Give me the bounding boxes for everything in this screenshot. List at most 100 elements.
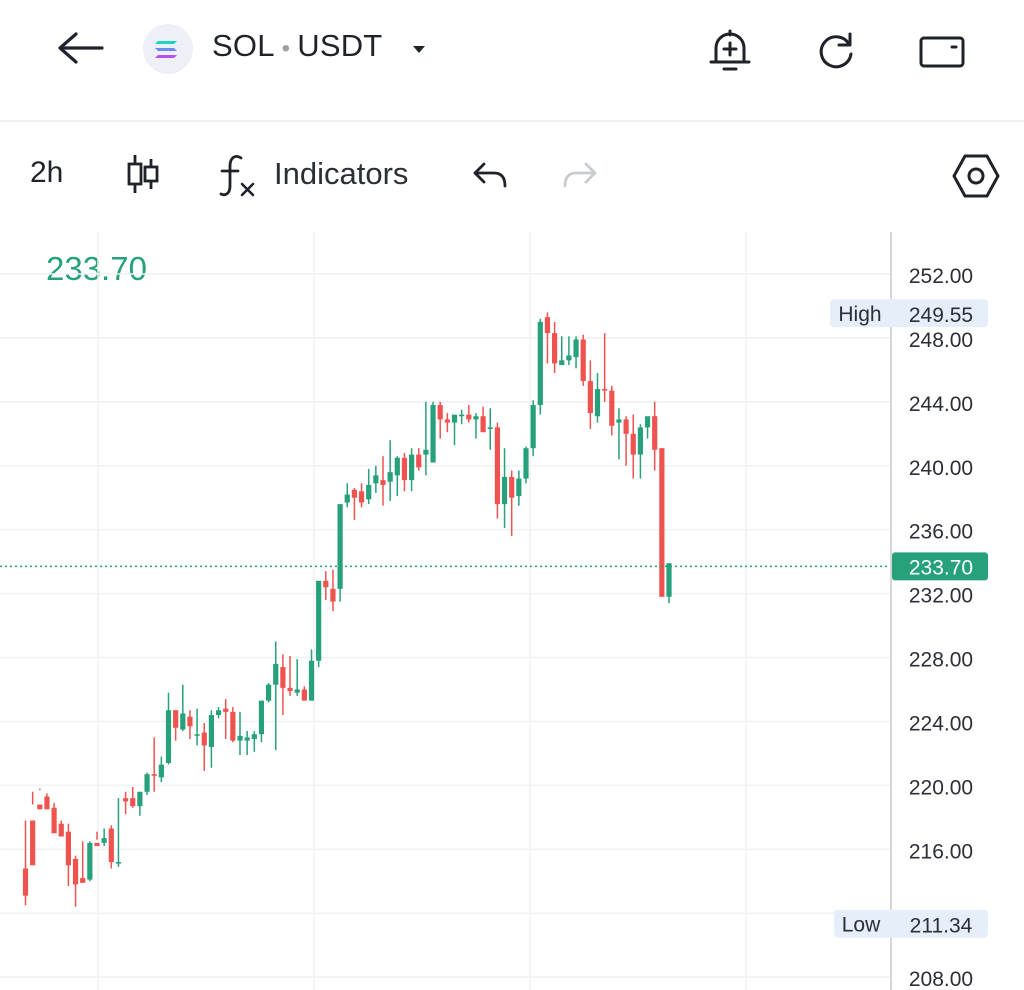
candle-body bbox=[123, 798, 129, 802]
y-axis-tick-label: 220.00 bbox=[909, 776, 973, 799]
function-fx-icon[interactable] bbox=[216, 152, 258, 198]
candle-body bbox=[201, 732, 207, 746]
candle-body bbox=[487, 427, 493, 430]
candle-body bbox=[251, 734, 257, 740]
candle-body bbox=[51, 807, 57, 834]
pair-separator: • bbox=[281, 35, 291, 62]
low-value: 211.34 bbox=[910, 915, 973, 938]
candle-body bbox=[394, 457, 400, 476]
candlestick-icon[interactable] bbox=[122, 152, 162, 196]
candle-body bbox=[451, 414, 458, 423]
candle-body bbox=[552, 333, 558, 364]
candlestick-chart[interactable]: 252.00 248.00 244.00 240.00 236.00 232.00 228.… bbox=[0, 232, 1024, 990]
candle-body bbox=[666, 563, 672, 597]
candle-body bbox=[44, 796, 50, 810]
candle-body bbox=[659, 448, 665, 597]
indicators-button[interactable]: Indicators bbox=[274, 156, 409, 191]
candle-body bbox=[58, 823, 64, 837]
candle-body bbox=[287, 687, 293, 692]
candle-body bbox=[652, 416, 658, 450]
candle-body bbox=[208, 715, 214, 748]
candle-body bbox=[566, 355, 572, 361]
caret-down-icon[interactable] bbox=[408, 38, 430, 60]
candle-body bbox=[194, 734, 200, 736]
y-axis-tick-label: 240.00 bbox=[909, 457, 973, 480]
candle-body bbox=[37, 804, 43, 810]
candle-body bbox=[594, 389, 601, 417]
candle-body bbox=[373, 475, 379, 484]
candle-body bbox=[301, 689, 307, 701]
candle-body bbox=[101, 838, 107, 843]
candle-body bbox=[430, 405, 436, 463]
low-label: Low bbox=[842, 914, 881, 937]
high-label: High bbox=[838, 303, 881, 326]
candle-body bbox=[273, 663, 279, 685]
candle-body bbox=[237, 735, 243, 741]
candle-body bbox=[65, 831, 71, 866]
candle-body bbox=[72, 858, 79, 885]
candle-body bbox=[80, 878, 86, 883]
alarm-add-icon[interactable] bbox=[702, 24, 758, 80]
wallet-icon[interactable] bbox=[914, 24, 970, 80]
y-axis-tick-label: 248.00 bbox=[909, 329, 973, 352]
candle-body bbox=[473, 416, 479, 420]
interval-selector[interactable]: 2h bbox=[30, 156, 64, 189]
candle-body bbox=[344, 494, 350, 503]
candle-body bbox=[466, 414, 472, 420]
candle-body bbox=[501, 476, 508, 505]
candle-body bbox=[401, 457, 408, 481]
candle-body bbox=[294, 689, 300, 693]
candle-body bbox=[444, 419, 450, 423]
trading-pair-selector[interactable]: SOL • USDT bbox=[212, 28, 382, 64]
y-axis-tick-label: 252.00 bbox=[909, 265, 973, 288]
y-axis-tick-label: 236.00 bbox=[909, 521, 973, 544]
candle-body bbox=[244, 737, 250, 741]
candle-body bbox=[151, 774, 157, 776]
candle-body bbox=[494, 427, 500, 505]
y-axis-tick-label: 208.00 bbox=[909, 968, 973, 990]
candle-body bbox=[366, 484, 372, 500]
candle-body bbox=[316, 580, 322, 661]
candle-body bbox=[437, 405, 443, 420]
candle-body bbox=[180, 713, 186, 730]
settings-hexagon-icon[interactable] bbox=[950, 150, 1002, 202]
candle-body bbox=[266, 684, 272, 701]
candle-body bbox=[223, 708, 229, 712]
candle-body bbox=[459, 414, 465, 417]
candle-body bbox=[351, 489, 357, 498]
candle-body bbox=[416, 454, 422, 468]
candle-body bbox=[144, 774, 150, 792]
candle-body bbox=[409, 454, 415, 481]
redo-icon[interactable] bbox=[560, 158, 600, 194]
candle-body bbox=[530, 405, 536, 449]
candle-body bbox=[616, 419, 622, 423]
solana-logo-icon bbox=[143, 24, 193, 74]
undo-icon[interactable] bbox=[470, 158, 510, 194]
chart-toolbar: 2h Indicators bbox=[0, 124, 1024, 228]
candle-body bbox=[559, 360, 565, 366]
candle-body bbox=[330, 588, 336, 602]
candle-body bbox=[544, 317, 551, 334]
candle-body bbox=[323, 580, 329, 588]
quote-asset: USDT bbox=[297, 28, 383, 63]
y-axis-tick-label: 244.00 bbox=[909, 393, 973, 416]
candle-body bbox=[165, 710, 172, 763]
last-price: 233.70 bbox=[46, 250, 147, 287]
candle-body bbox=[108, 828, 114, 863]
refresh-icon[interactable] bbox=[808, 24, 864, 80]
back-arrow-icon[interactable] bbox=[52, 24, 108, 80]
candle-body bbox=[358, 491, 365, 503]
candle-body bbox=[516, 478, 522, 497]
candle-body bbox=[87, 842, 93, 880]
candle-body bbox=[337, 504, 343, 589]
candle-body bbox=[137, 791, 143, 807]
candle-body bbox=[380, 480, 386, 485]
candle-body bbox=[423, 449, 429, 455]
candle-body bbox=[537, 321, 543, 406]
current-price-badge bbox=[892, 552, 988, 581]
candle-body bbox=[523, 448, 529, 479]
candle-body bbox=[258, 700, 265, 735]
candle-body bbox=[230, 711, 236, 741]
candle-body bbox=[630, 433, 636, 455]
candle-body bbox=[187, 716, 193, 727]
